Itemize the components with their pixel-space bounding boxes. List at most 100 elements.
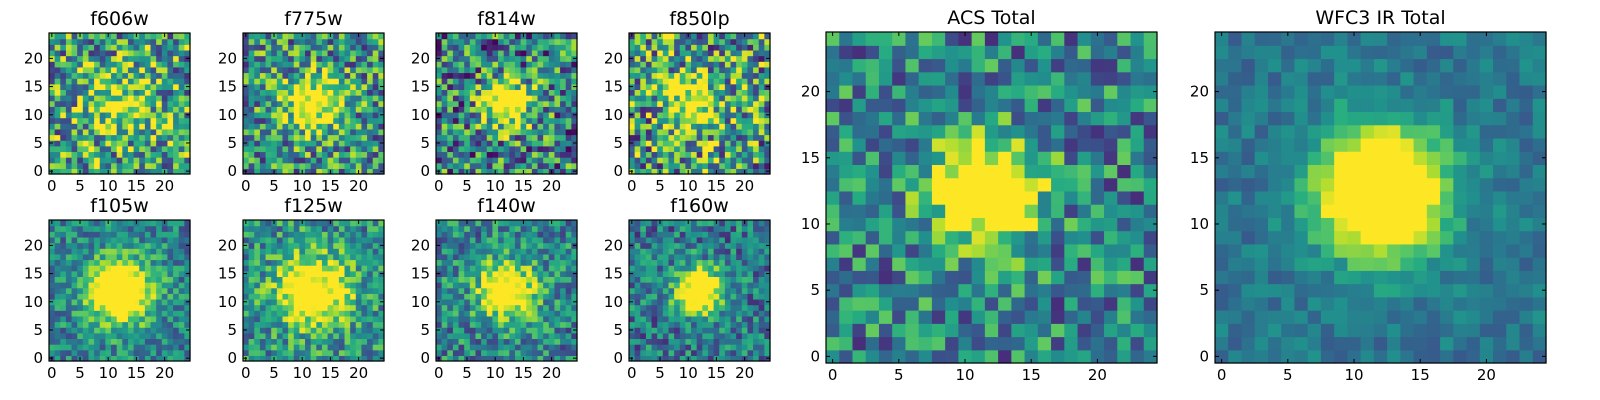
heatmap-cell [305, 225, 312, 232]
heatmap-cell [184, 332, 191, 340]
heatmap-cell [447, 315, 454, 323]
heatmap-cell [276, 106, 284, 113]
heatmap-cell [509, 270, 516, 277]
heatmap-cell [167, 157, 174, 164]
heatmap-cell [730, 282, 737, 289]
y-tick-label: 10 [411, 293, 430, 311]
y-tick-label: 5 [33, 134, 43, 152]
y-tick-label: 5 [420, 134, 430, 152]
heatmap-cell [248, 111, 255, 119]
heatmap-cell [531, 140, 539, 147]
heatmap-cell [150, 157, 157, 164]
heatmap-cell [333, 95, 340, 102]
heatmap-cell [133, 128, 140, 136]
heatmap-cell [105, 321, 112, 328]
heatmap-cell [526, 140, 533, 147]
heatmap-cell [288, 349, 295, 356]
heatmap-cell [299, 242, 306, 249]
heatmap-cell [282, 242, 289, 249]
heatmap-cell [254, 72, 261, 79]
heatmap-cell [299, 123, 306, 130]
heatmap-cell [293, 225, 300, 232]
heatmap-cell [293, 145, 300, 153]
heatmap-cell [481, 242, 488, 249]
heatmap-cell [657, 72, 664, 79]
heatmap-cell [492, 78, 499, 85]
heatmap-cell [355, 248, 363, 255]
heatmap-cell [367, 151, 374, 158]
heatmap-cell [554, 140, 561, 147]
heatmap-cell [730, 151, 737, 158]
heatmap-cell [481, 282, 488, 289]
heatmap-cell [127, 157, 135, 164]
heatmap-cell [282, 253, 289, 261]
heatmap-cell [537, 321, 544, 328]
heatmap-cell [60, 349, 67, 356]
heatmap-cell [65, 225, 73, 232]
heatmap-cell [265, 327, 272, 334]
heatmap-cell [367, 44, 374, 51]
heatmap-cell [724, 33, 732, 40]
heatmap-cell [161, 287, 169, 294]
heatmap-cell [173, 225, 180, 232]
heatmap-cell [316, 61, 323, 68]
heatmap-cell [173, 265, 180, 272]
heatmap-cell [753, 100, 760, 107]
heatmap-cell [702, 162, 709, 169]
heatmap-cell [265, 248, 272, 255]
heatmap-cell [243, 66, 250, 74]
heatmap-cell [441, 66, 448, 74]
heatmap-cell [144, 145, 152, 153]
x-tick-label: 10 [293, 364, 312, 382]
heatmap-cell [99, 287, 106, 294]
heatmap-cell [531, 248, 539, 255]
heatmap-cell [685, 78, 692, 85]
heatmap-cell [503, 298, 510, 306]
heatmap-cell [259, 44, 267, 51]
heatmap-cell [344, 145, 351, 153]
heatmap-cell [645, 72, 653, 79]
heatmap-cell [713, 338, 720, 345]
heatmap-cell [167, 106, 174, 113]
heatmap-cell [338, 253, 346, 261]
heatmap-cell [265, 128, 272, 136]
heatmap-cell [679, 55, 686, 62]
heatmap-cell [105, 298, 112, 306]
heatmap-cell [537, 259, 544, 266]
heatmap-cell [243, 100, 250, 107]
heatmap-cell [271, 151, 278, 158]
heatmap-cell [509, 100, 516, 107]
heatmap-cell [464, 100, 471, 107]
heatmap-cell [696, 89, 703, 96]
heatmap-cell [452, 157, 460, 164]
heatmap-cell [503, 248, 510, 255]
heatmap-cell [741, 128, 749, 136]
heatmap-cell [475, 304, 482, 311]
heatmap-cell [548, 89, 556, 96]
heatmap-cell [475, 236, 482, 244]
heatmap-cell [350, 83, 357, 90]
heatmap-cell [116, 145, 123, 153]
heatmap-cell [105, 242, 112, 249]
heatmap-cell [248, 253, 255, 261]
heatmap-cell [475, 61, 482, 68]
heatmap-cell [543, 315, 550, 323]
heatmap-cell [481, 265, 488, 272]
heatmap-cell [333, 83, 340, 90]
heatmap-cell [492, 49, 499, 57]
heatmap-cell [554, 55, 561, 62]
heatmap-cell [254, 123, 261, 130]
heatmap-cell [105, 344, 112, 351]
heatmap-cell [531, 72, 539, 79]
heatmap-cell [713, 287, 720, 294]
heatmap-cell [696, 61, 703, 68]
heatmap-cell [464, 282, 471, 289]
heatmap-cell [265, 106, 272, 113]
heatmap-cell [475, 66, 482, 74]
heatmap-cell [702, 355, 709, 362]
heatmap-cell [481, 162, 488, 169]
heatmap-cell [696, 78, 703, 85]
heatmap-cell [316, 220, 323, 227]
heatmap-cell [736, 162, 743, 169]
